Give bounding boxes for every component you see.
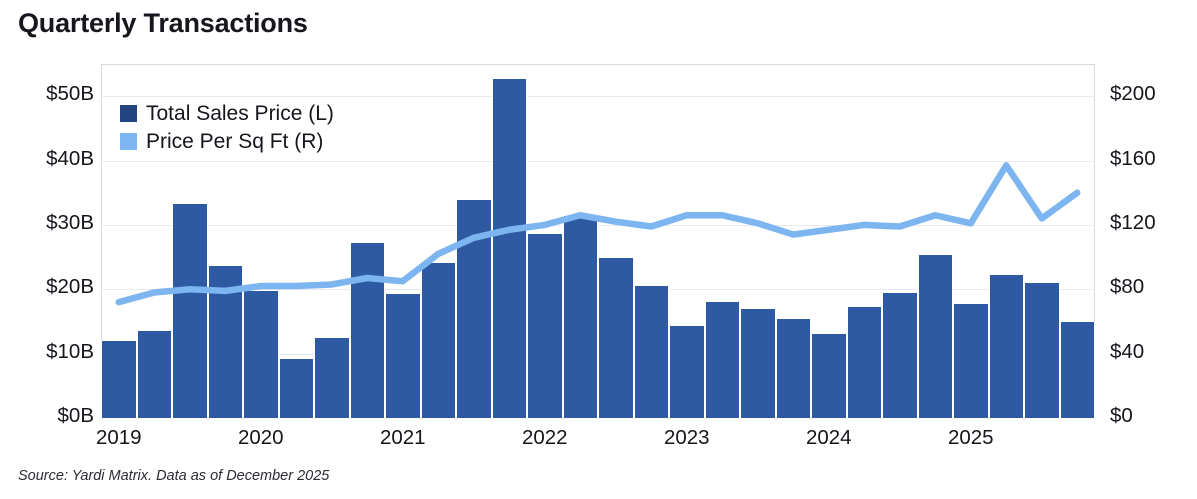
gridline [101,161,1095,162]
bar [740,308,776,418]
bar [633,286,669,418]
bar [243,290,279,418]
gridline [101,96,1095,97]
bar [136,331,172,418]
bar [101,340,137,418]
bar [172,203,208,418]
right-axis-tick-label: $40 [1110,339,1145,363]
x-axis-tick-label: 2020 [237,426,284,449]
x-axis-tick-label: 2024 [805,426,852,449]
right-axis-tick-label: $200 [1110,82,1156,106]
x-axis-tick-label: 2023 [663,426,710,449]
bar [953,304,989,418]
right-axis-tick-label: $160 [1110,146,1156,170]
legend-item-price-per-sq-ft: Price Per Sq Ft (R) [120,128,334,154]
left-axis-tick-label: $50B [46,82,94,106]
bar [456,200,492,418]
legend-label: Price Per Sq Ft (R) [146,129,324,153]
bar [385,293,421,418]
page-title: Quarterly Transactions [18,8,308,38]
bar [988,275,1024,418]
bar [349,242,385,418]
source-note: Source: Yardi Matrix. Data as of Decembe… [18,468,330,484]
left-axis-tick-label: $20B [46,275,94,299]
x-axis-tick-label: 2021 [379,426,426,449]
x-axis-tick-label: 2019 [95,426,142,449]
bar [1059,322,1095,418]
left-axis-tick-label: $30B [46,210,94,234]
bar [527,233,563,418]
bar [917,255,953,418]
bar [704,302,740,418]
bar [278,359,314,418]
bar [775,318,811,418]
bar [882,292,918,418]
right-axis-tick-label: $120 [1110,210,1156,234]
legend-item-total-sales-price: Total Sales Price (L) [120,100,334,126]
bar [314,338,350,418]
bar [207,266,243,418]
legend-label: Total Sales Price (L) [146,101,334,125]
right-axis-tick-label: $0 [1110,404,1133,427]
legend-swatch-icon [120,104,137,122]
x-axis-tick-label: 2025 [947,426,994,449]
bar [1024,282,1060,418]
bar [598,258,634,418]
bar [491,79,527,418]
left-axis-tick-label: $40B [46,146,94,170]
left-axis-tick-label: $10B [46,339,94,363]
chart-legend: Total Sales Price (L) Price Per Sq Ft (R… [120,100,334,154]
bar [811,333,847,418]
right-axis-tick-label: $80 [1110,275,1145,299]
bar [846,306,882,418]
bar [669,325,705,418]
left-axis-tick-label: $0B [57,404,94,427]
x-axis-tick-label: 2022 [521,426,568,449]
bar [420,262,456,418]
legend-swatch-icon [120,132,137,150]
bar [562,215,598,418]
